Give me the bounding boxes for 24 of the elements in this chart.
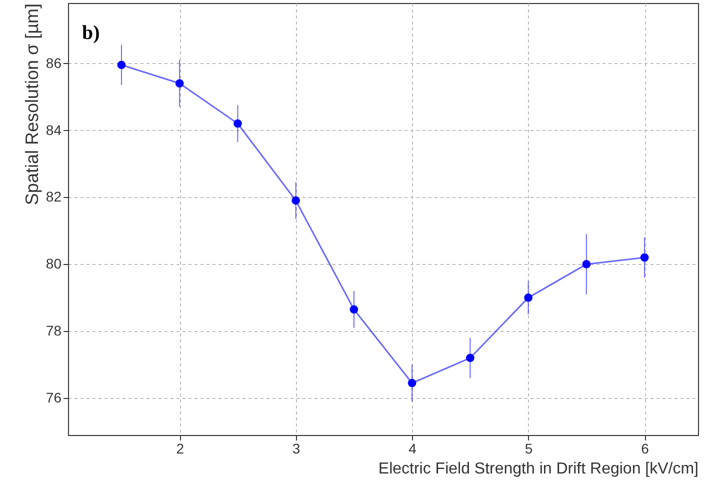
x-tick-label: 3: [292, 440, 300, 456]
annotation: b): [82, 22, 100, 44]
point: [175, 79, 184, 88]
y-tick-label: 78: [46, 322, 62, 339]
point: [408, 378, 416, 388]
y-tick-label: 82: [46, 188, 62, 205]
point: [234, 119, 242, 128]
x-tick-label: 6: [641, 440, 650, 456]
y-tick-label: 76: [46, 390, 62, 406]
x-tick-label: 5: [524, 440, 533, 456]
point: [524, 294, 532, 302]
point: [117, 60, 126, 70]
x-tick-label: 2: [176, 440, 184, 456]
point: [292, 196, 300, 205]
y-tick-label: 86: [46, 54, 62, 71]
x-axis-title: Electric Field Strength in Drift Region [kV/cm]: [378, 460, 698, 478]
y-axis-title: Spatial Resolution σ [µm]: [22, 4, 42, 206]
y-tick-label: 84: [46, 122, 62, 138]
y-tick-label: 80: [46, 256, 62, 272]
point: [350, 305, 358, 314]
point: [582, 260, 591, 268]
point: [640, 253, 649, 262]
point: [466, 354, 474, 362]
x-tick-label: 4: [408, 440, 417, 456]
